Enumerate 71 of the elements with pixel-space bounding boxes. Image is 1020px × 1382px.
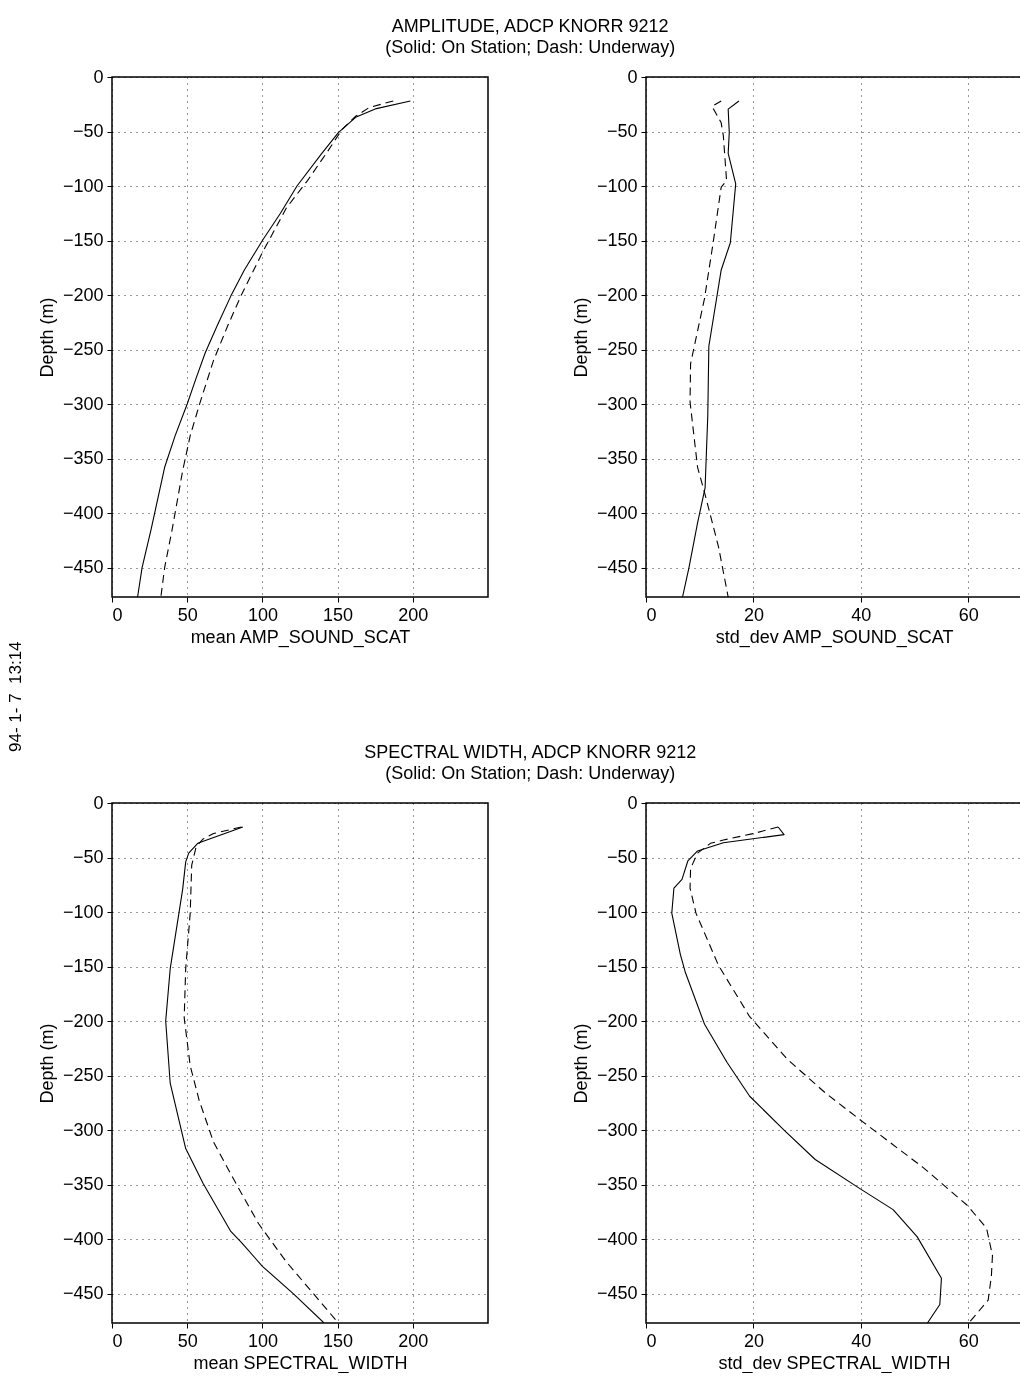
x-tick-label: 200 [398, 604, 429, 625]
y-tick-label: −400 [62, 1228, 104, 1249]
x-tick-label: 100 [247, 1330, 278, 1351]
x-tick-label: 40 [851, 1330, 872, 1351]
y-tick-label: −150 [596, 230, 638, 251]
y-tick-label: −100 [596, 901, 638, 922]
x-axis-title: mean AMP_SOUND_SCAT [190, 626, 411, 648]
y-tick-label: −150 [62, 956, 104, 977]
x-tick-label: 150 [323, 1330, 354, 1351]
y-tick-label: −250 [62, 339, 104, 360]
text: (Solid: On Station; Dash: Underway) [385, 763, 676, 784]
x-tick-label: 20 [743, 1330, 764, 1351]
y-tick-label: −50 [606, 121, 638, 142]
y-tick-label: −450 [62, 557, 104, 578]
y-tick-label: −350 [62, 1174, 104, 1195]
x-tick-label: 40 [851, 604, 872, 625]
x-tick-label: 50 [177, 1330, 198, 1351]
y-tick-label: −200 [62, 284, 104, 305]
x-tick-label: 0 [646, 604, 657, 625]
y-tick-label: −50 [72, 847, 104, 868]
y-tick-label: −150 [62, 230, 104, 251]
y-tick-label: −400 [596, 1228, 638, 1249]
y-axis-title: Depth (m) [570, 297, 591, 378]
y-tick-label: −100 [62, 175, 104, 196]
y-tick-label: −250 [596, 339, 638, 360]
y-tick-label: −250 [62, 1065, 104, 1086]
x-tick-label: 20 [743, 604, 764, 625]
y-axis-title: Depth (m) [36, 1023, 57, 1104]
y-tick-label: −150 [596, 956, 638, 977]
y-tick-label: 0 [93, 66, 104, 87]
y-tick-label: 0 [627, 66, 638, 87]
y-tick-label: 0 [627, 792, 638, 813]
x-tick-label: 0 [112, 1330, 123, 1351]
y-tick-label: −100 [62, 901, 104, 922]
x-axis-title: mean SPECTRAL_WIDTH [193, 1352, 408, 1374]
y-tick-label: −250 [596, 1065, 638, 1086]
y-tick-label: −200 [596, 1010, 638, 1031]
text: 94- 1- 7 13:14 [6, 641, 26, 752]
x-tick-label: 100 [247, 604, 278, 625]
x-axis-title: std_dev AMP_SOUND_SCAT [715, 626, 954, 648]
y-tick-label: −350 [62, 448, 104, 469]
y-tick-label: −300 [62, 1119, 104, 1140]
y-tick-label: −100 [596, 175, 638, 196]
x-tick-label: 0 [646, 1330, 657, 1351]
x-tick-label: 0 [112, 604, 123, 625]
y-tick-label: −400 [62, 502, 104, 523]
y-tick-label: 0 [93, 792, 104, 813]
y-tick-label: −200 [596, 284, 638, 305]
y-tick-label: −300 [596, 1119, 638, 1140]
y-tick-label: −50 [606, 847, 638, 868]
text: (Solid: On Station; Dash: Underway) [385, 37, 676, 58]
x-axis-title: std_dev SPECTRAL_WIDTH [718, 1352, 951, 1374]
y-axis-title: Depth (m) [570, 1023, 591, 1104]
y-axis-title: Depth (m) [36, 297, 57, 378]
y-tick-label: −200 [62, 1010, 104, 1031]
text: AMPLITUDE, ADCP KNORR 9212 [391, 16, 669, 37]
y-tick-label: −450 [596, 1283, 638, 1304]
text: SPECTRAL WIDTH, ADCP KNORR 9212 [364, 742, 697, 763]
y-tick-label: −400 [596, 502, 638, 523]
y-tick-label: −300 [596, 393, 638, 414]
y-tick-label: −450 [596, 557, 638, 578]
y-tick-label: −450 [62, 1283, 104, 1304]
y-tick-label: −300 [62, 393, 104, 414]
y-tick-label: −350 [596, 448, 638, 469]
x-tick-label: 60 [958, 1330, 979, 1351]
x-tick-label: 50 [177, 604, 198, 625]
y-tick-label: −350 [596, 1174, 638, 1195]
x-tick-label: 150 [323, 604, 354, 625]
y-tick-label: −50 [72, 121, 104, 142]
x-tick-label: 60 [958, 604, 979, 625]
x-tick-label: 200 [398, 1330, 429, 1351]
